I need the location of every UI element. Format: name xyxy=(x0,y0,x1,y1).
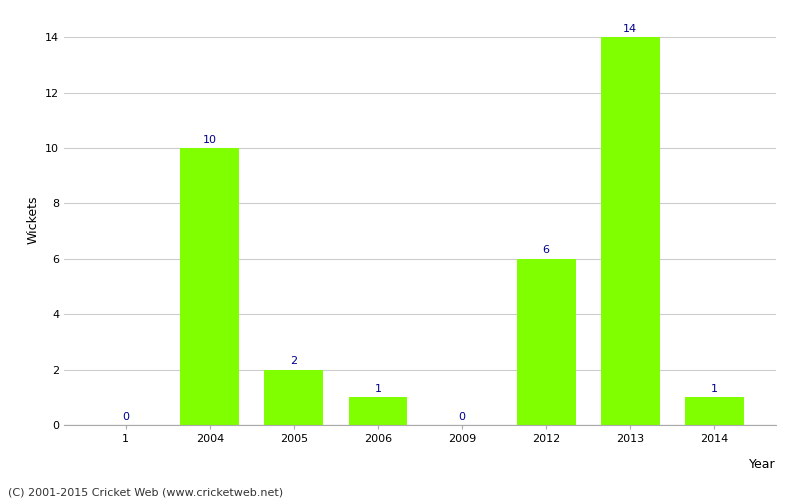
Bar xyxy=(601,37,659,425)
Bar xyxy=(517,259,575,425)
Bar xyxy=(181,148,239,425)
Text: 6: 6 xyxy=(542,246,550,256)
Y-axis label: Wickets: Wickets xyxy=(26,196,39,244)
Text: 0: 0 xyxy=(122,412,130,422)
Text: Year: Year xyxy=(750,458,776,471)
Bar xyxy=(685,398,744,425)
Bar xyxy=(349,398,407,425)
Bar xyxy=(265,370,323,425)
Text: 2: 2 xyxy=(290,356,298,366)
Text: 10: 10 xyxy=(203,134,217,144)
Text: 1: 1 xyxy=(374,384,382,394)
Text: 1: 1 xyxy=(710,384,718,394)
Text: 14: 14 xyxy=(623,24,638,34)
Text: (C) 2001-2015 Cricket Web (www.cricketweb.net): (C) 2001-2015 Cricket Web (www.cricketwe… xyxy=(8,488,283,498)
Text: 0: 0 xyxy=(458,412,466,422)
